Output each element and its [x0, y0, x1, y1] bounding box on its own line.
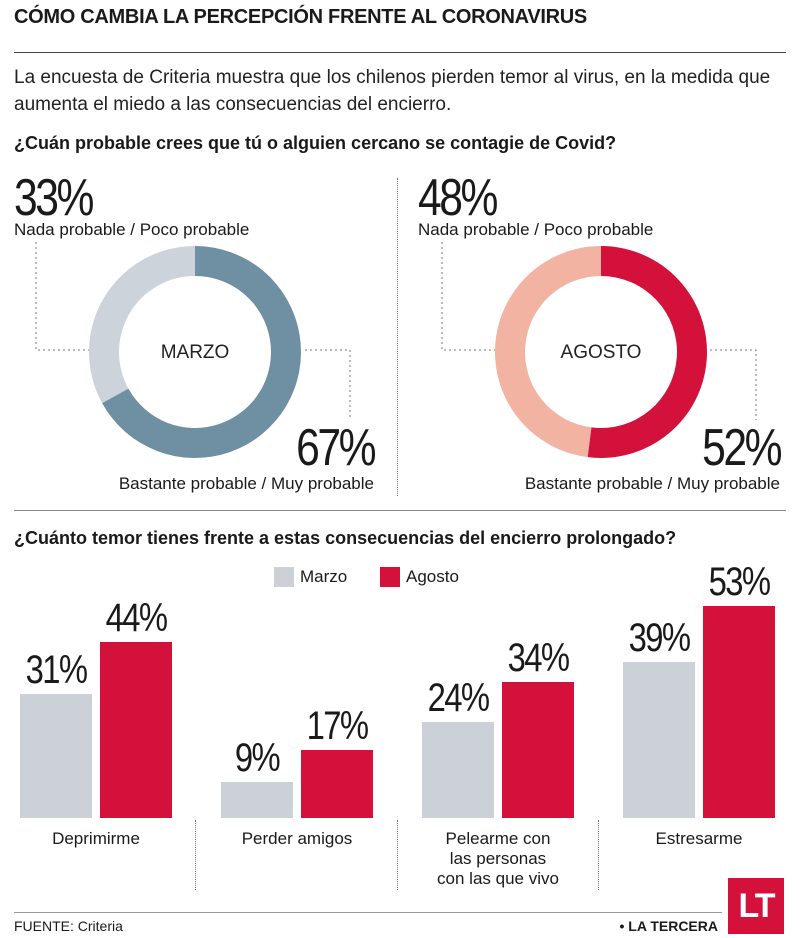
bar-marzo: [221, 782, 293, 818]
marzo-center-label: MARZO: [161, 342, 230, 363]
agosto-low-slice: [494, 246, 601, 458]
marzo-low-slice: [89, 246, 195, 404]
bar-agosto-value: 44%: [105, 596, 168, 640]
category-label: Estresarme: [655, 829, 743, 848]
donut-charts: MARZO AGOSTO: [35, 242, 757, 459]
marzo-low-connector: [35, 242, 90, 351]
agosto-center-label: AGOSTO: [561, 342, 642, 363]
donut-divider: [397, 178, 398, 496]
bar-marzo-value: 24%: [427, 676, 490, 720]
agosto-low-connector: [441, 242, 500, 351]
group-separator: [195, 820, 196, 890]
legend-agosto-swatch: [380, 567, 400, 587]
bar-agosto: [703, 606, 775, 818]
agosto-high-connector: [710, 349, 757, 420]
marzo-low-label: Nada probable / Poco probable: [14, 220, 250, 239]
category-label: Pelearme con las personas con las que vivo: [437, 829, 559, 888]
bar-agosto-value: 17%: [306, 704, 369, 748]
header-rule: [14, 52, 786, 53]
group-separator: [397, 820, 398, 890]
marzo-high-pct: 67%: [296, 419, 376, 477]
bar-marzo: [623, 662, 695, 818]
category-label: Deprimirme: [52, 829, 140, 848]
marzo-low-pct: 33%: [14, 169, 94, 227]
bar-agosto: [301, 750, 373, 818]
source-text: FUENTE: Criteria: [14, 918, 123, 934]
bar-marzo-value: 31%: [25, 648, 88, 692]
agosto-low-pct: 48%: [418, 169, 498, 227]
brand-text: • LA TERCERA: [619, 918, 719, 934]
marzo-high-connector: [305, 349, 351, 420]
legend-marzo-swatch: [274, 567, 294, 587]
agosto-high-slice: [587, 246, 707, 458]
marzo-high-slice: [102, 246, 302, 459]
subtitle: La encuesta de Criteria muestra que los …: [14, 67, 771, 115]
group-separator: [598, 820, 599, 890]
footer-rule: [14, 912, 722, 913]
legend-agosto-label: Agosto: [406, 567, 459, 586]
section-rule: [14, 510, 786, 511]
bar-agosto-value: 34%: [507, 636, 570, 680]
bar-question: ¿Cuánto temor tienes frente a estas cons…: [14, 528, 677, 548]
bar-agosto: [502, 682, 574, 818]
bar-marzo-value: 9%: [234, 736, 281, 780]
page-title: CÓMO CAMBIA LA PERCEPCIÓN FRENTE AL CORO…: [14, 6, 587, 28]
bar-marzo: [20, 694, 92, 818]
bar-marzo-value: 39%: [628, 616, 691, 660]
bar-marzo: [422, 722, 494, 818]
bar-agosto: [100, 642, 172, 818]
category-label: Perder amigos: [241, 829, 353, 848]
agosto-high-label: Bastante probable / Muy probable: [524, 474, 780, 493]
agosto-low-label: Nada probable / Poco probable: [418, 220, 654, 239]
lt-logo: LT: [728, 878, 784, 934]
bar-agosto-value: 53%: [708, 560, 771, 604]
legend-marzo-label: Marzo: [300, 567, 348, 586]
agosto-high-pct: 52%: [702, 419, 782, 477]
marzo-high-label: Bastante probable / Muy probable: [118, 474, 374, 493]
donut-question: ¿Cuán probable crees que tú o alguien ce…: [14, 133, 617, 153]
